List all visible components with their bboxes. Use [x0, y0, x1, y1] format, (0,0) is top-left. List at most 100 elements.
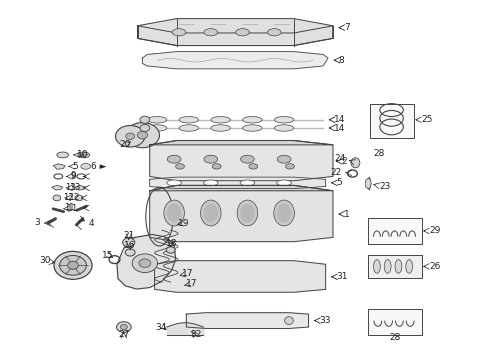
Text: 5: 5: [73, 162, 78, 171]
Text: 26: 26: [429, 262, 441, 271]
Polygon shape: [75, 185, 86, 190]
Ellipse shape: [54, 251, 92, 279]
Ellipse shape: [237, 200, 258, 226]
Ellipse shape: [243, 125, 262, 131]
Ellipse shape: [274, 125, 294, 131]
Ellipse shape: [57, 152, 69, 158]
Ellipse shape: [384, 260, 391, 273]
Ellipse shape: [240, 204, 255, 222]
Polygon shape: [150, 140, 333, 181]
Ellipse shape: [211, 117, 230, 123]
Text: 11: 11: [65, 203, 75, 212]
Text: 17: 17: [182, 269, 193, 278]
Text: 34: 34: [155, 323, 167, 332]
Polygon shape: [186, 313, 309, 328]
Ellipse shape: [75, 195, 83, 201]
Polygon shape: [143, 51, 328, 69]
Text: 7: 7: [344, 23, 350, 32]
Polygon shape: [138, 19, 333, 45]
Text: 6 ►: 6 ►: [91, 162, 107, 171]
Ellipse shape: [68, 261, 78, 269]
Text: 11: 11: [67, 204, 79, 213]
Ellipse shape: [140, 125, 150, 132]
Ellipse shape: [53, 195, 61, 201]
Ellipse shape: [240, 180, 255, 186]
Text: 30: 30: [39, 256, 50, 265]
Text: 25: 25: [421, 115, 432, 124]
Ellipse shape: [122, 238, 135, 247]
Text: 24: 24: [334, 154, 345, 163]
Ellipse shape: [140, 116, 150, 123]
Ellipse shape: [277, 204, 292, 222]
Polygon shape: [150, 140, 333, 145]
Polygon shape: [150, 185, 333, 242]
Ellipse shape: [249, 164, 258, 169]
Ellipse shape: [277, 155, 291, 163]
Text: 14: 14: [334, 115, 345, 124]
Ellipse shape: [167, 180, 181, 186]
Ellipse shape: [172, 29, 186, 36]
Ellipse shape: [179, 125, 198, 131]
Ellipse shape: [236, 29, 249, 36]
Text: 15: 15: [101, 251, 113, 260]
Ellipse shape: [406, 260, 413, 273]
Ellipse shape: [81, 163, 91, 169]
Polygon shape: [52, 185, 63, 190]
Polygon shape: [138, 26, 333, 45]
Ellipse shape: [203, 180, 218, 186]
Ellipse shape: [121, 324, 127, 329]
Ellipse shape: [395, 260, 402, 273]
Ellipse shape: [125, 249, 135, 256]
Text: 33: 33: [319, 316, 331, 325]
Ellipse shape: [167, 155, 181, 163]
Ellipse shape: [351, 158, 360, 168]
Text: 27: 27: [118, 330, 129, 339]
Text: 9: 9: [70, 172, 76, 181]
Text: 9: 9: [70, 171, 75, 180]
Text: 31: 31: [336, 272, 348, 281]
Text: 21: 21: [123, 231, 134, 240]
Text: 3: 3: [34, 218, 40, 227]
Text: 20: 20: [120, 140, 131, 149]
Ellipse shape: [164, 200, 184, 226]
Bar: [368, 309, 422, 335]
Text: 19: 19: [178, 219, 190, 228]
Text: 17: 17: [186, 279, 197, 288]
Ellipse shape: [274, 117, 294, 123]
Ellipse shape: [139, 259, 151, 267]
Ellipse shape: [285, 317, 294, 324]
Ellipse shape: [200, 200, 221, 226]
Polygon shape: [150, 177, 326, 189]
Bar: [368, 255, 422, 278]
Ellipse shape: [203, 204, 218, 222]
Text: 22: 22: [330, 168, 342, 177]
Ellipse shape: [175, 164, 184, 169]
Text: 13: 13: [70, 183, 81, 192]
Text: 8: 8: [339, 56, 344, 65]
Ellipse shape: [179, 117, 198, 123]
Ellipse shape: [132, 254, 158, 273]
Ellipse shape: [277, 180, 292, 186]
Text: 28: 28: [373, 149, 384, 158]
Ellipse shape: [125, 123, 159, 148]
Text: 5: 5: [336, 178, 342, 187]
Text: 18: 18: [166, 239, 177, 248]
Ellipse shape: [60, 256, 86, 275]
Ellipse shape: [373, 260, 380, 273]
Ellipse shape: [204, 29, 218, 36]
Ellipse shape: [78, 152, 90, 158]
Text: 16: 16: [124, 242, 136, 251]
Polygon shape: [150, 185, 333, 191]
Ellipse shape: [126, 133, 135, 139]
Ellipse shape: [147, 125, 167, 131]
Ellipse shape: [204, 155, 218, 163]
Ellipse shape: [117, 321, 131, 332]
Polygon shape: [155, 261, 326, 292]
Text: 29: 29: [429, 226, 441, 235]
Ellipse shape: [365, 179, 371, 189]
Text: 12: 12: [69, 193, 80, 202]
Ellipse shape: [166, 247, 175, 253]
Ellipse shape: [116, 126, 145, 147]
Polygon shape: [117, 234, 175, 289]
Bar: [369, 104, 414, 138]
